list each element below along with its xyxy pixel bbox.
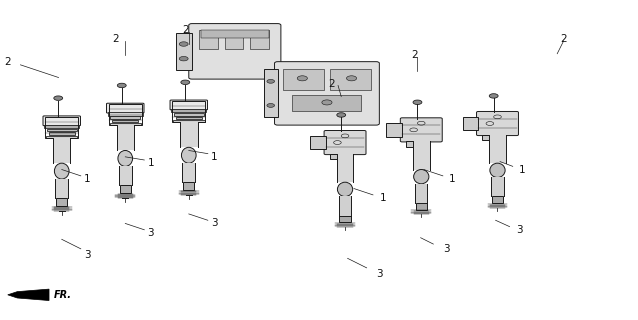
Text: 1: 1: [380, 193, 386, 203]
Bar: [108, 112, 143, 116]
Text: 2: 2: [560, 35, 567, 44]
Circle shape: [337, 113, 346, 117]
Bar: [110, 123, 141, 125]
Bar: [44, 125, 79, 128]
Bar: [283, 69, 324, 90]
Text: 1: 1: [147, 158, 154, 168]
Circle shape: [54, 96, 63, 100]
Bar: [292, 95, 361, 111]
Bar: [172, 109, 206, 112]
Circle shape: [117, 83, 126, 88]
Text: 3: 3: [211, 219, 218, 228]
Bar: [112, 120, 138, 122]
Bar: [180, 122, 198, 147]
Text: 2: 2: [4, 57, 11, 67]
Ellipse shape: [54, 163, 69, 179]
Bar: [413, 141, 429, 170]
Text: 3: 3: [147, 228, 154, 238]
Bar: [172, 101, 205, 122]
Bar: [263, 69, 278, 117]
FancyBboxPatch shape: [477, 111, 519, 136]
Bar: [173, 120, 205, 122]
Bar: [330, 69, 371, 90]
Text: 3: 3: [376, 269, 383, 279]
Bar: [339, 196, 351, 215]
Bar: [53, 138, 70, 163]
Text: 2: 2: [182, 25, 189, 35]
Circle shape: [267, 79, 274, 83]
Text: 3: 3: [443, 244, 450, 254]
Text: FR.: FR.: [54, 290, 72, 300]
Bar: [406, 141, 429, 147]
Bar: [45, 116, 78, 138]
Circle shape: [413, 100, 422, 105]
Text: 1: 1: [449, 174, 456, 184]
Circle shape: [267, 104, 274, 107]
Bar: [120, 185, 131, 193]
Circle shape: [297, 76, 308, 81]
FancyBboxPatch shape: [189, 24, 281, 79]
Bar: [339, 215, 351, 222]
Bar: [108, 104, 142, 125]
Text: 3: 3: [516, 225, 523, 235]
Bar: [250, 30, 269, 49]
FancyBboxPatch shape: [170, 100, 207, 110]
Ellipse shape: [118, 150, 133, 166]
Bar: [119, 166, 131, 185]
Bar: [174, 113, 204, 116]
Circle shape: [179, 56, 188, 61]
Bar: [183, 182, 195, 190]
Bar: [56, 179, 68, 198]
Circle shape: [346, 76, 357, 81]
Circle shape: [322, 100, 332, 105]
Bar: [48, 132, 75, 134]
Bar: [330, 154, 353, 159]
FancyBboxPatch shape: [400, 118, 442, 142]
Circle shape: [179, 42, 188, 46]
Polygon shape: [8, 289, 49, 300]
Bar: [387, 123, 402, 137]
FancyBboxPatch shape: [107, 103, 144, 113]
FancyBboxPatch shape: [324, 131, 366, 155]
Bar: [310, 136, 326, 149]
Text: 1: 1: [84, 174, 91, 184]
Text: 1: 1: [211, 152, 218, 162]
Text: 3: 3: [84, 250, 91, 260]
FancyBboxPatch shape: [43, 116, 80, 126]
FancyBboxPatch shape: [274, 62, 380, 125]
Bar: [200, 30, 269, 38]
Bar: [225, 30, 244, 49]
Bar: [110, 116, 140, 119]
Ellipse shape: [338, 182, 353, 196]
Ellipse shape: [413, 170, 429, 184]
Bar: [176, 33, 192, 70]
Circle shape: [181, 80, 189, 84]
Circle shape: [489, 94, 498, 98]
Bar: [492, 196, 503, 204]
Bar: [56, 198, 68, 206]
Text: 2: 2: [329, 79, 335, 89]
Ellipse shape: [490, 163, 505, 178]
Bar: [117, 125, 134, 150]
Text: 2: 2: [112, 35, 119, 44]
Bar: [175, 116, 202, 119]
Bar: [482, 135, 505, 140]
Bar: [182, 163, 195, 182]
Bar: [415, 184, 427, 203]
Text: 1: 1: [519, 164, 526, 174]
Ellipse shape: [181, 147, 196, 163]
Bar: [46, 136, 77, 138]
Bar: [337, 154, 353, 182]
Bar: [491, 178, 503, 196]
Bar: [415, 203, 427, 210]
Bar: [463, 117, 478, 130]
Bar: [199, 30, 218, 49]
Bar: [489, 135, 506, 163]
Bar: [47, 129, 77, 132]
Text: 2: 2: [411, 50, 418, 60]
